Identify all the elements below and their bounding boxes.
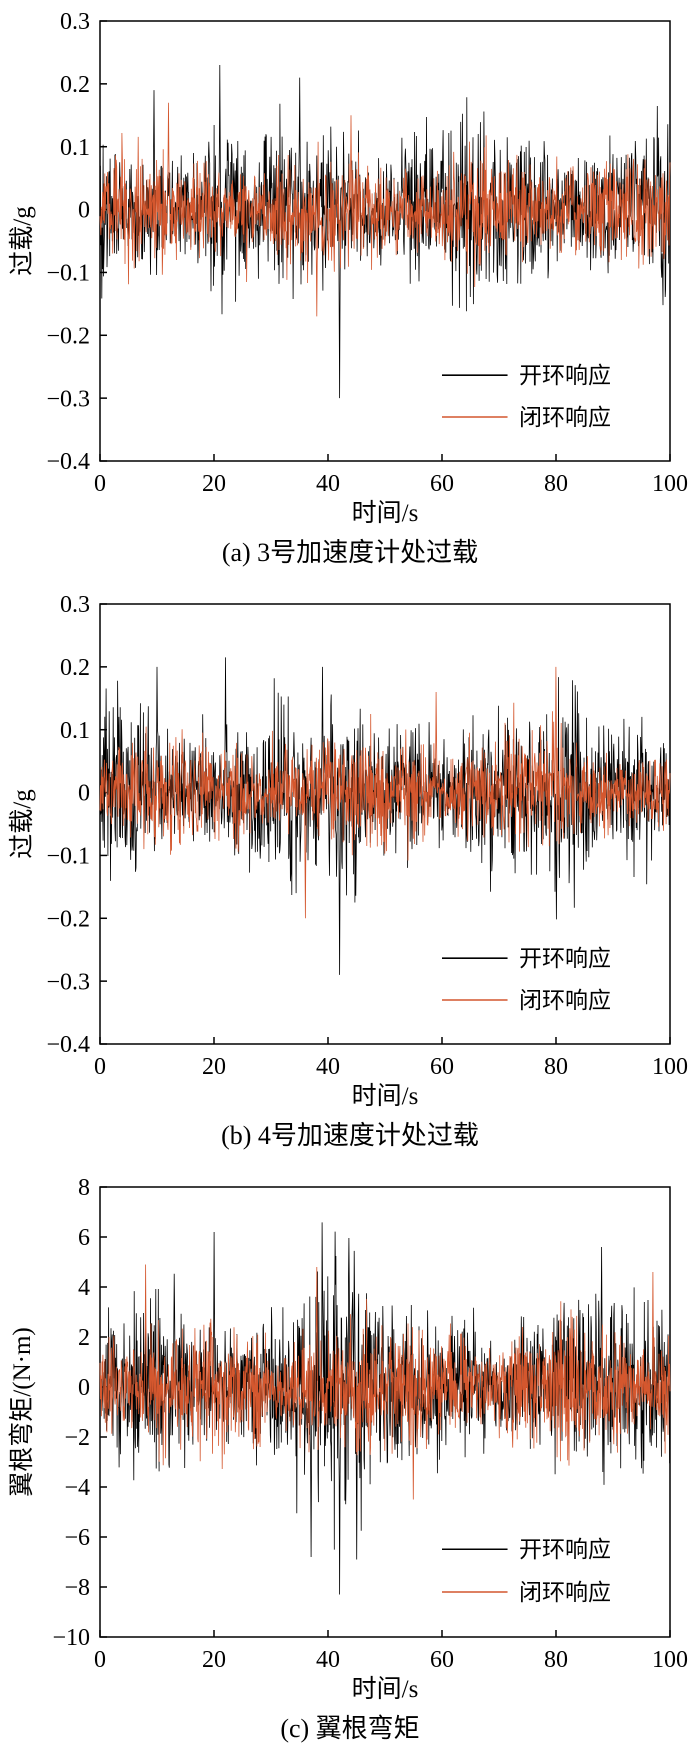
y-tick-label: 8: [78, 1175, 90, 1201]
y-axis: 0.3 0.2 0.1 0 −0.1 −0.2 −0.3 −0.4: [46, 592, 107, 1058]
plot-border: [99, 603, 671, 1045]
x-tick-label: 80: [544, 1647, 568, 1673]
y-axis-title: 过载/g: [8, 206, 36, 276]
legend-label: 闭环响应: [519, 988, 611, 1013]
y-tick-label: −10: [52, 1625, 90, 1651]
x-tick-label: 60: [430, 1054, 454, 1080]
x-tick-label: 40: [316, 1054, 340, 1080]
y-axis-title: 过载/g: [8, 789, 36, 859]
y-tick-label: 6: [78, 1225, 90, 1251]
x-tick-label: 100: [652, 1647, 688, 1673]
y-tick-label: −0.2: [46, 906, 90, 932]
x-tick-label: 80: [544, 1054, 568, 1080]
y-tick-label: −2: [64, 1425, 90, 1451]
y-axis: 0.3 0.2 0.1 0 −0.1 −0.2 −0.3 −0.4: [46, 9, 107, 475]
y-tick-label: 0.1: [60, 135, 90, 161]
chart-b-block: 0.3 0.2 0.1 0 −0.1 −0.2 −0.3 −0.4 0 20 40 60 80 100 开环…: [0, 589, 700, 1152]
legend-label: 开环响应: [519, 946, 611, 971]
y-tick-label: −0.4: [46, 449, 90, 475]
legend-label: 闭环响应: [519, 1580, 611, 1605]
y-axis-title: 翼根弯矩/(N·m): [8, 1327, 36, 1496]
plot-border: [99, 20, 671, 462]
chart-a-plot: 0.30.20.10−0.1−0.2−0.3−0.40 20 40 60 80 100开环…: [8, 9, 688, 524]
x-axis: 0 20 40 60 80 100: [94, 1037, 688, 1080]
y-tick-label: 0.3: [60, 9, 90, 35]
x-tick-label: 40: [316, 471, 340, 497]
y-tick-label: −0.3: [46, 969, 90, 995]
legend-label: 闭环响应: [519, 405, 611, 430]
y-tick-label: 0: [78, 781, 90, 807]
x-axis: 0 20 40 60 80 100: [94, 1630, 688, 1673]
chart-a-block: 0.3 0.2 0.1 0 −0.1 −0.2 −0.3 −0.4 0 20 40 60 80 100 开环…: [0, 6, 700, 569]
y-tick-label: 4: [78, 1275, 90, 1301]
x-tick-label: 100: [652, 1054, 688, 1080]
y-tick-label: −6: [64, 1525, 90, 1551]
x-axis-title: 时间/s: [352, 1082, 419, 1107]
y-tick-label: −0.3: [46, 386, 90, 412]
x-tick-label: 20: [202, 1647, 226, 1673]
y-tick-label: 2: [78, 1325, 90, 1351]
series-line-closed-loop: [99, 1264, 671, 1500]
y-tick-label: 0.1: [60, 718, 90, 744]
x-tick-label: 100: [652, 471, 688, 497]
chart-b-plot: 0.30.20.10−0.1−0.2−0.3−0.40 20 40 60 80 100开环…: [8, 592, 688, 1107]
y-tick-label: −4: [64, 1475, 90, 1501]
y-tick-label: −0.4: [46, 1032, 90, 1058]
y-tick-label: −0.1: [46, 261, 90, 287]
x-axis-title: 时间/s: [352, 499, 419, 524]
x-tick-label: 0: [94, 1054, 106, 1080]
chart-b-caption: (b) 4号加速度计处过载: [221, 1121, 479, 1150]
x-tick-label: 20: [202, 471, 226, 497]
x-tick-label: 40: [316, 1647, 340, 1673]
x-tick-label: 0: [94, 471, 106, 497]
x-axis: 0 20 40 60 80 100: [94, 454, 688, 497]
legend-label: 开环响应: [519, 363, 611, 388]
y-tick-label: 0: [78, 1375, 90, 1401]
series-line-closed-loop: [99, 666, 671, 919]
y-tick-label: −0.2: [46, 323, 90, 349]
y-tick-label: 0: [78, 198, 90, 224]
chart-a-caption: (a) 3号加速度计处过载: [221, 538, 479, 567]
y-axis: 8 6 4 2 0 −2 −4 −6 −8 −10: [52, 1175, 107, 1651]
y-tick-label: −0.1: [46, 844, 90, 870]
y-tick-label: 0.2: [60, 72, 90, 98]
y-tick-label: −8: [64, 1575, 90, 1601]
series-line-closed-loop: [99, 102, 671, 317]
y-tick-label: 0.2: [60, 655, 90, 681]
chart-c-caption: (c) 翼根弯矩: [280, 1714, 420, 1743]
legend-label: 开环响应: [519, 1537, 611, 1562]
x-tick-label: 20: [202, 1054, 226, 1080]
x-tick-label: 80: [544, 471, 568, 497]
x-tick-label: 60: [430, 1647, 454, 1673]
x-tick-label: 0: [94, 1647, 106, 1673]
chart-c-block: 8 6 4 2 0 −2 −4 −6 −8 −10 0 20 40 60 80 100 开环响应 闭环响应 翼根弯矩…: [0, 1172, 700, 1745]
y-tick-label: 0.3: [60, 592, 90, 618]
x-tick-label: 60: [430, 471, 454, 497]
x-axis-title: 时间/s: [352, 1675, 419, 1700]
